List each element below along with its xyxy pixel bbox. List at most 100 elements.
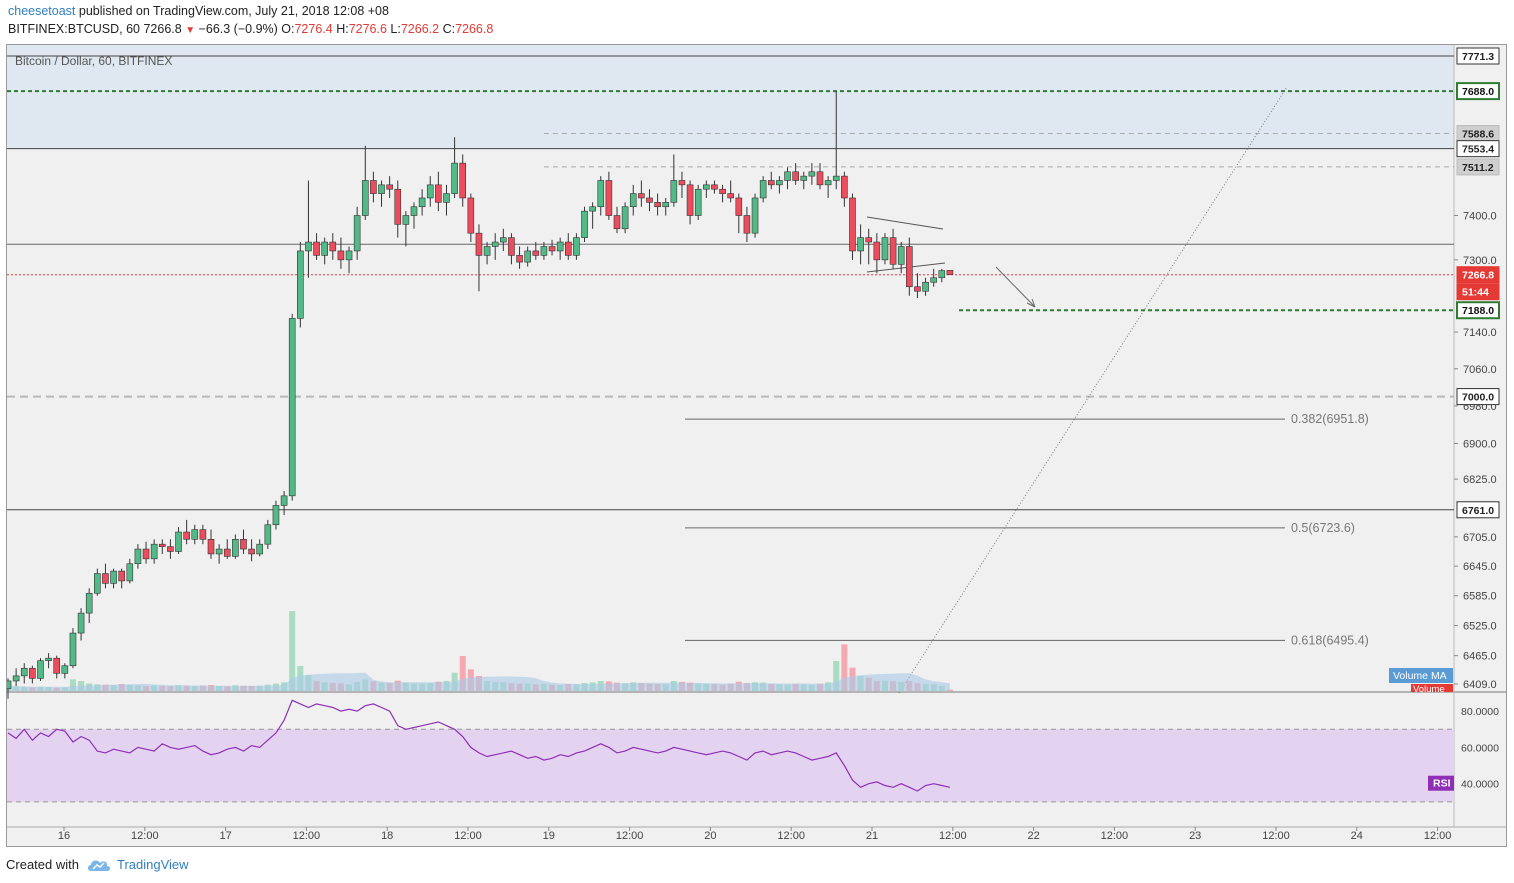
price-label-text: 7771.3 [1462,51,1494,63]
candle-body [199,529,207,540]
candle-body [946,270,954,276]
price-axis-label: 6525.0 [1463,621,1497,633]
price-axis-label: 7400.0 [1463,211,1497,223]
candle-body [841,175,848,199]
candle-body [784,171,791,181]
down-triangle-icon: ▼ [185,25,196,36]
candle-body [759,180,767,199]
open-label: O: [281,22,295,36]
volume-bar [946,689,953,691]
candle-body [573,237,580,256]
high-value: 7276.6 [348,22,387,36]
candle-body [329,241,337,252]
candle-body [410,206,418,216]
candle-body [394,188,402,225]
price-label-text: 7266.8 [1462,270,1494,282]
candle-body [670,180,678,203]
price-label-text: 51:44 [1462,287,1489,299]
price-label-text: 7188.0 [1462,305,1494,317]
candle-body [207,539,215,555]
candle-body [735,197,743,216]
candle-body [361,180,369,216]
candle-body [686,184,694,216]
time-axis-label: 22 [1027,830,1039,842]
author-link[interactable]: cheesetoast [8,4,76,18]
candle-body [727,193,734,199]
price-label-box [1456,388,1500,406]
candle-body [938,270,946,279]
candle-body [134,548,142,565]
candle-body [12,675,20,682]
candle-body [402,215,410,225]
time-axis-label: 12:00 [1424,830,1452,842]
published-text: published on TradingView.com, July 21, 2… [78,4,389,18]
triangle-lower-line [866,262,946,273]
candle-body [483,246,491,256]
candle-body [662,202,670,208]
candle-body [824,180,832,186]
candle-body [37,660,44,679]
fib-level-label: 0.618(6495.4) [1291,633,1369,647]
resistance-zone [7,45,1454,149]
tradingview-link[interactable]: TradingView [87,857,189,872]
triangle-upper-line [866,216,944,230]
candle-body [508,237,515,256]
candle-body [459,162,467,199]
price-label-box [1456,301,1500,320]
candle-body [581,210,588,238]
footer: Created with TradingView [6,857,189,872]
candle-body [516,255,523,263]
price-label-text: 6761.0 [1462,505,1494,517]
candle-body [914,286,921,292]
candle-body [7,680,12,689]
time-axis-label: 12:00 [939,830,967,842]
last-price: 7266.8 [143,22,182,36]
candle-body [418,197,426,208]
rsi-axis-label: 80.0000 [1461,706,1499,718]
candle-body [45,657,52,661]
time-axis-label: 12:00 [1101,830,1129,842]
candle-body [175,531,182,552]
price-label-text: 7588.6 [1462,129,1494,141]
volume-ma-label: Volume MA [1393,670,1447,682]
candle-body [930,277,937,283]
price-axis-label: 6409.0 [1463,679,1497,691]
candle-body [191,529,199,540]
volume-bar [833,661,840,691]
candle-body [223,548,231,557]
volume-bar [459,656,466,691]
volume-tag [1411,684,1453,692]
candle-body [20,667,28,677]
candle-body [370,180,377,194]
price-label-text: 7688.0 [1462,86,1494,98]
close-value: 7266.8 [455,22,494,36]
tradingview-brand: TradingView [116,857,189,872]
change-value: −66.3 (−0.9%) [198,22,278,36]
candle-body [613,215,621,230]
candle-body [743,215,751,234]
candle-body [85,592,93,614]
candle-body [776,180,783,186]
price-chart[interactable]: Bitcoin / Dollar, 60, BITFINEX 0.382(6951… [7,45,1506,846]
candle-body [240,539,247,550]
candle-body [694,188,702,216]
candle-body [638,193,645,199]
candle-body [256,543,264,555]
candle-body [215,548,223,555]
time-axis-label: 24 [1351,830,1363,842]
candle-body [142,548,150,560]
volume-bar [289,611,296,691]
time-axis-label: 23 [1189,830,1201,842]
candle-body [69,632,77,667]
price-axis-label: 6705.0 [1463,532,1497,544]
price-axis-label: 7300.0 [1463,255,1497,267]
candle-body [53,657,61,674]
candle-body [719,188,726,194]
time-axis-label: 12:00 [1262,830,1290,842]
candle-body [500,237,507,243]
price-label-text: 7553.4 [1462,144,1494,156]
volume-ma-tag [1389,668,1453,683]
price-label-box [1456,501,1500,519]
price-label-box [1456,82,1500,101]
chart-frame[interactable]: Bitcoin / Dollar, 60, BITFINEX 0.382(6951… [6,44,1507,847]
